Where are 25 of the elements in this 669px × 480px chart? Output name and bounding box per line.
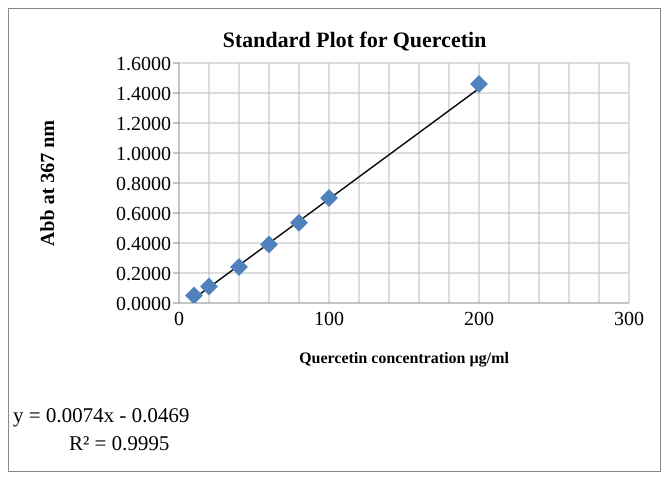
point (230, 258, 248, 276)
y-tick-label: 0.0000 (116, 293, 171, 316)
x-tick-label: 300 (614, 308, 644, 330)
y-axis-title: Abb at 367 nm (37, 120, 60, 246)
chart-title: Standard Plot for Quercetin (222, 26, 488, 53)
x-tick-label: 100 (314, 308, 344, 330)
point (200, 278, 218, 296)
point (185, 286, 203, 303)
y-tick-label: 0.8000 (116, 173, 171, 196)
y-tick-label: 1.4000 (116, 83, 171, 106)
y-tick-label: 0.2000 (116, 263, 171, 286)
y-tick-label: 1.0000 (116, 143, 171, 166)
x-tick-label: 200 (464, 308, 494, 330)
y-tick-label: 1.6000 (116, 53, 171, 76)
point (260, 236, 278, 254)
point (470, 75, 488, 93)
y-tick-label: 0.4000 (116, 233, 171, 256)
x-axis-title: Quercetin concentration µg/ml (299, 350, 510, 367)
text: R² = 0.9995 (68, 430, 170, 457)
y-tick-label: 0.6000 (116, 203, 171, 226)
text: y = 0.0074x - 0.0469 (13, 402, 190, 429)
point (320, 189, 338, 207)
y-tick-label: 1.2000 (116, 113, 171, 136)
point (290, 214, 308, 232)
x-tick-label: 0 (174, 308, 184, 330)
